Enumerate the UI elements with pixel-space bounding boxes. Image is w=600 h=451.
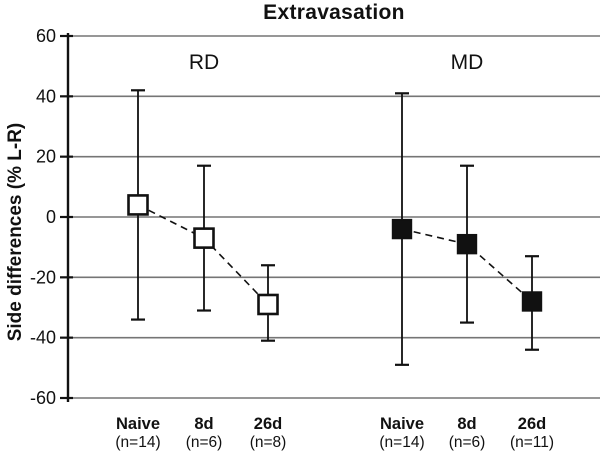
- data-point-md-26d: [521, 291, 543, 312]
- x-n-label-md-8d: (n=6): [449, 434, 486, 451]
- trend-line-rd: [137, 204, 269, 306]
- y-tick-label: -20: [30, 267, 56, 287]
- x-label-md-26d: 26d: [518, 415, 546, 433]
- x-n-label-md-naive: (n=14): [379, 434, 424, 451]
- data-point-md-naive: [391, 218, 413, 240]
- x-label-rd-naive: Naive: [116, 415, 160, 433]
- chart-title: Extravasation: [263, 1, 405, 24]
- data-point-rd-26d: [257, 293, 279, 316]
- y-tick-label: 20: [36, 147, 56, 167]
- x-n-label-md-26d: (n=11): [510, 434, 554, 451]
- x-n-label-rd-26d: (n=8): [250, 434, 287, 451]
- data-point-rd-8d: [193, 227, 215, 249]
- x-n-label-rd-naive: (n=14): [115, 434, 160, 451]
- y-tick-label: -60: [30, 388, 56, 408]
- data-point-md-8d: [456, 233, 478, 255]
- x-n-label-rd-8d: (n=6): [186, 434, 223, 451]
- y-axis-label: Side differences (% L-R): [5, 122, 26, 342]
- y-tick-label: -40: [30, 328, 56, 348]
- y-tick-label: 40: [36, 86, 56, 106]
- group-label-md: MD: [451, 51, 484, 74]
- x-label-rd-26d: 26d: [254, 415, 282, 433]
- x-label-md-8d: 8d: [457, 415, 476, 433]
- group-label-rd: RD: [189, 51, 219, 74]
- x-label-rd-8d: 8d: [194, 415, 213, 433]
- y-tick-label: 60: [36, 26, 56, 46]
- data-point-rd-naive: [127, 194, 149, 216]
- x-label-md-naive: Naive: [380, 415, 424, 433]
- y-tick-label: 0: [46, 207, 56, 227]
